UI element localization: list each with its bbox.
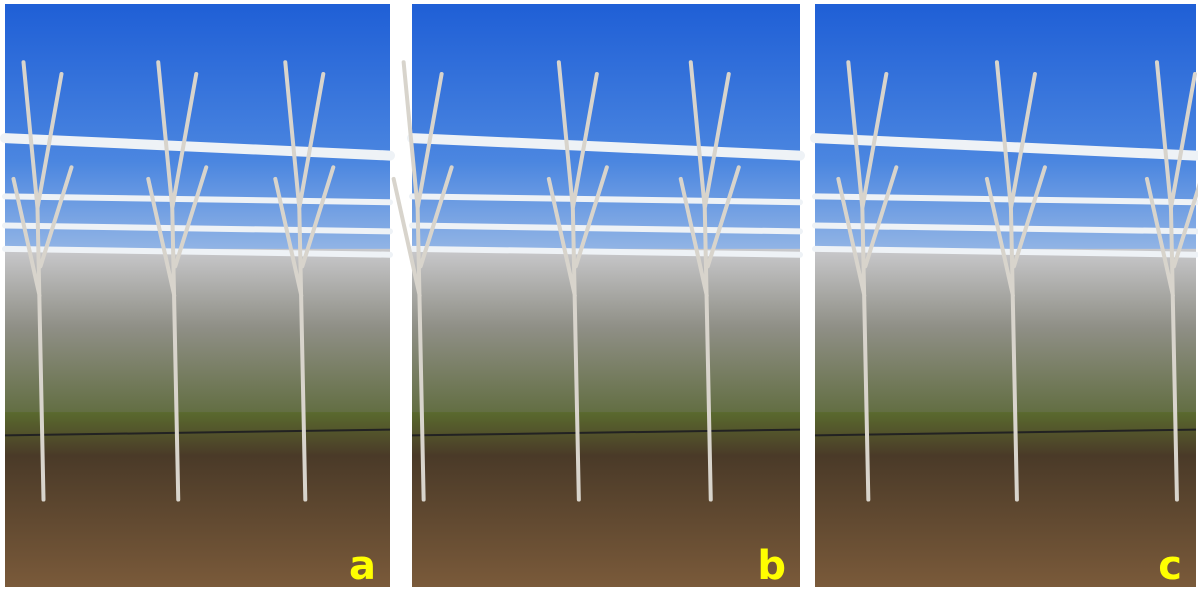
figure: a b c xyxy=(0,0,1198,589)
panel-label: b xyxy=(757,543,786,589)
panel-label: a xyxy=(349,543,376,589)
orchard-rows xyxy=(5,249,390,424)
ground xyxy=(412,412,800,587)
orchard-rows xyxy=(815,249,1196,424)
orchard-rows xyxy=(412,249,800,424)
photo-panel: a xyxy=(5,4,390,589)
ground xyxy=(5,412,390,587)
photo-panel: c xyxy=(815,4,1198,589)
photo-panel: b xyxy=(394,4,800,589)
ground xyxy=(815,412,1196,587)
panel-label: c xyxy=(1158,543,1182,589)
